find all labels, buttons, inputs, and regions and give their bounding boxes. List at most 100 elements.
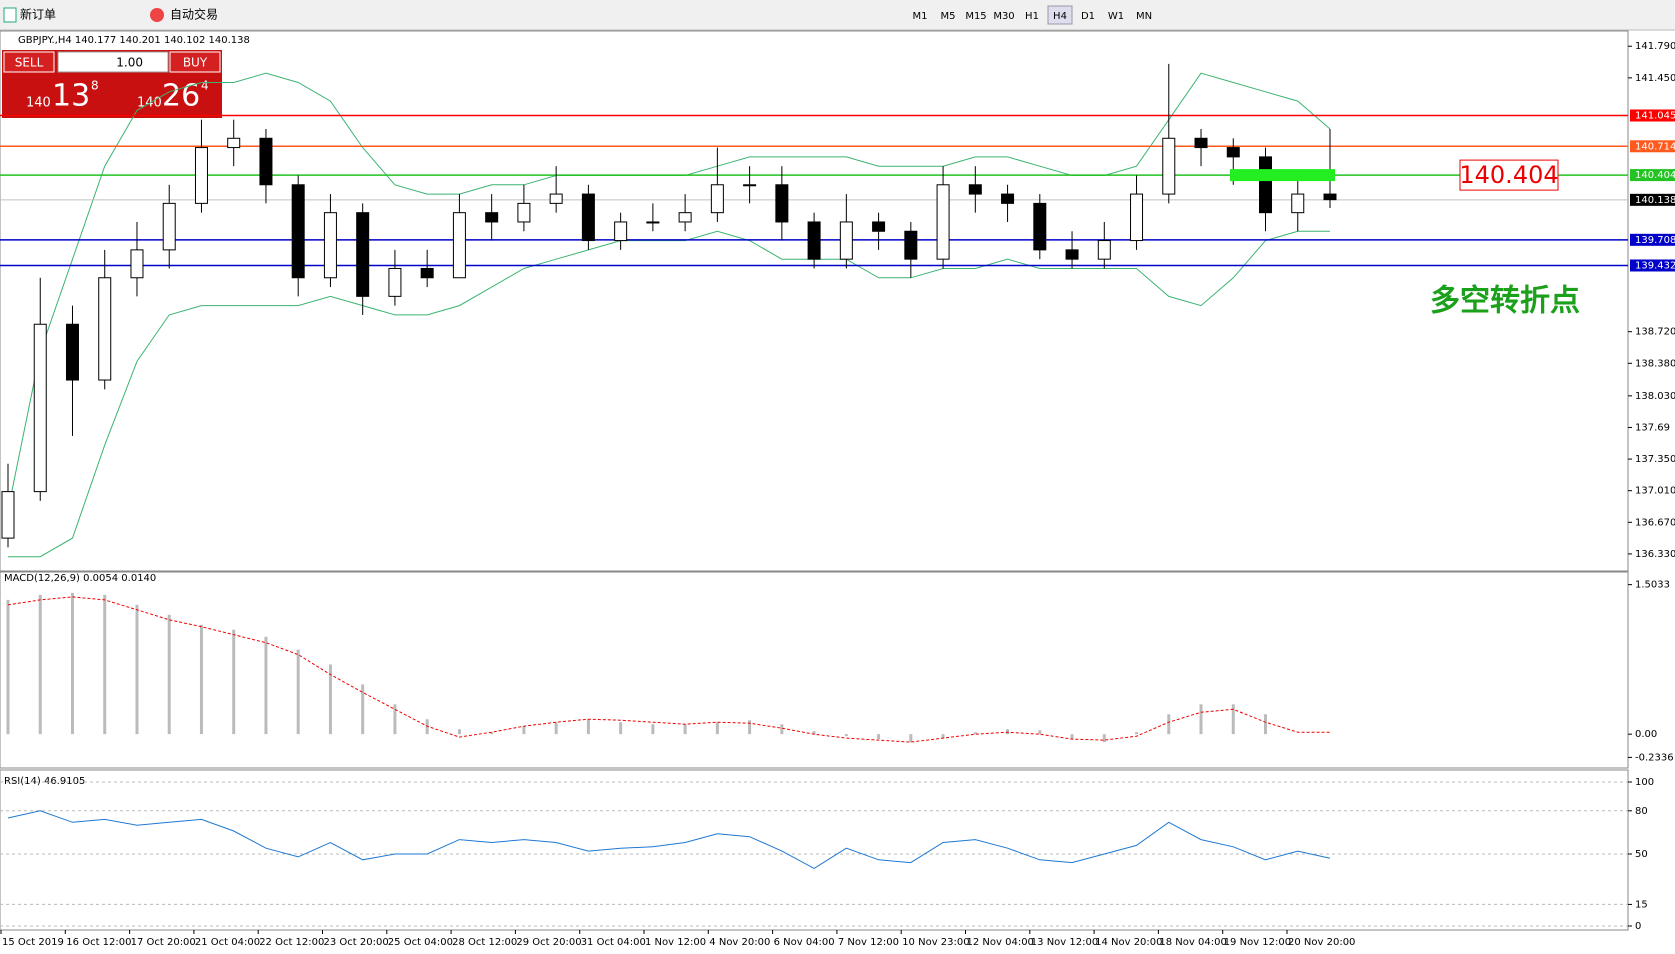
candle-body — [291, 184, 305, 279]
toolbar — [0, 0, 1675, 30]
level-tag — [1630, 169, 1675, 182]
x-tick-label: 28 Oct 12:00 — [452, 937, 517, 948]
x-tick-label: 10 Nov 23:00 — [902, 937, 969, 948]
sell-big[interactable]: 140 — [26, 96, 51, 111]
y-tick-label: 15 — [1635, 899, 1648, 910]
candle-body — [1097, 240, 1111, 260]
candle-body — [33, 323, 47, 493]
sell-label[interactable]: SELL — [15, 56, 44, 70]
candle-body — [581, 193, 595, 242]
x-tick-label: 4 Nov 20:00 — [709, 937, 770, 948]
buy-label[interactable]: BUY — [183, 56, 208, 70]
price-box — [1459, 159, 1559, 191]
candle-body — [485, 212, 499, 223]
price-box-label: 140.404 — [1459, 161, 1558, 189]
sell-button[interactable] — [3, 51, 55, 73]
y-tick-label: 138.380 — [1635, 358, 1675, 369]
buy-pips[interactable]: 26 — [162, 79, 200, 114]
auto-trade[interactable]: 自动交易 — [170, 7, 218, 22]
level-tag — [1630, 140, 1675, 153]
bollinger-band — [8, 230, 1330, 558]
sell-pips[interactable]: 13 — [52, 79, 90, 114]
tf-active — [1047, 5, 1073, 25]
candle-body — [839, 221, 853, 260]
level-label: 139.432 — [1635, 260, 1675, 271]
x-tick-label: 15 Oct 2019 — [2, 937, 64, 948]
y-tick-label: 80 — [1635, 806, 1648, 817]
candle-body — [807, 221, 821, 260]
x-tick-label: 21 Oct 04:00 — [195, 937, 260, 948]
x-tick-label: 13 Nov 12:00 — [1031, 937, 1098, 948]
auto-trade-icon[interactable] — [150, 8, 164, 22]
timeframe[interactable]: M1 — [913, 11, 928, 22]
timeframe[interactable]: M5 — [941, 11, 956, 22]
candle-body — [259, 137, 273, 186]
candle-body — [452, 212, 466, 279]
timeframe[interactable]: W1 — [1108, 11, 1124, 22]
level-tag — [1630, 233, 1675, 246]
y-tick-label: 138.720 — [1635, 327, 1675, 338]
candle-body — [1, 491, 15, 539]
candle-body — [1259, 156, 1273, 214]
candle-body — [968, 184, 982, 195]
macd-header: MACD(12,26,9) 0.0054 0.0140 — [4, 573, 156, 584]
current-label: 140.138 — [1635, 195, 1675, 206]
level-tag — [1630, 259, 1675, 272]
y-tick-label: 141.450 — [1635, 73, 1675, 84]
x-tick-label: 20 Nov 20:00 — [1288, 937, 1355, 948]
new-order-icon[interactable] — [3, 7, 17, 23]
candle-body — [1291, 193, 1305, 214]
level-label: 139.708 — [1635, 235, 1675, 246]
y-tick-label: 141.790 — [1635, 41, 1675, 52]
buy-point[interactable]: 4 — [201, 79, 209, 93]
price-pane — [0, 30, 1629, 572]
y-tick-label: 0.00 — [1635, 729, 1657, 740]
candle-body — [388, 267, 402, 297]
annotation: 多空转折点 — [1430, 284, 1580, 319]
candle-body — [614, 221, 628, 242]
x-tick-label: 12 Nov 04:00 — [967, 937, 1034, 948]
macd-signal — [7, 596, 1330, 743]
timeframe[interactable]: H4 — [1053, 11, 1067, 22]
trade-panel: SELL 1.00 BUY 140 13 8 140 26 4 — [2, 50, 222, 118]
x-tick-label: 31 Oct 04:00 — [581, 937, 646, 948]
candle-body — [517, 202, 531, 223]
candle-body — [1033, 202, 1047, 251]
candle-body — [743, 184, 757, 187]
candle-body — [323, 212, 337, 279]
x-tick-label: 16 Oct 12:00 — [66, 937, 131, 948]
timeframe[interactable]: D1 — [1081, 11, 1095, 22]
new-order[interactable]: 新订单 — [20, 7, 56, 22]
candle-body — [1130, 193, 1144, 242]
timeframe[interactable]: M30 — [993, 11, 1014, 22]
x-tick-label: 6 Nov 04:00 — [774, 937, 835, 948]
rsi-line — [7, 810, 1331, 869]
y-tick-label: 136.670 — [1635, 517, 1675, 528]
level-label: 141.045 — [1635, 111, 1675, 122]
candle-body — [710, 184, 724, 214]
y-tick-label: 137.350 — [1635, 454, 1675, 465]
y-tick-label: 136.330 — [1635, 549, 1675, 560]
timeframe[interactable]: M15 — [965, 11, 986, 22]
buy-button[interactable] — [169, 51, 221, 73]
y-tick-label: 50 — [1635, 849, 1648, 860]
lot-input[interactable] — [57, 51, 169, 73]
candle-body — [420, 267, 434, 279]
lot[interactable]: 1.00 — [116, 56, 143, 70]
timeframe[interactable]: MN — [1136, 11, 1152, 22]
candle-body — [65, 323, 79, 381]
x-tick-label: 25 Oct 04:00 — [388, 937, 453, 948]
sell-point[interactable]: 8 — [91, 79, 99, 93]
y-tick-label: 0 — [1635, 921, 1641, 932]
x-tick-label: 1 Nov 12:00 — [645, 937, 706, 948]
macd-pane — [0, 571, 1629, 769]
x-tick-label: 7 Nov 12:00 — [838, 937, 899, 948]
y-tick-label: 100 — [1635, 777, 1654, 788]
highlight-bar — [1230, 169, 1335, 182]
candle-body — [1162, 137, 1176, 195]
timeframe[interactable]: H1 — [1025, 11, 1039, 22]
candle-body — [1323, 193, 1337, 201]
candle-body — [194, 147, 208, 204]
y-tick-label: 137.010 — [1635, 486, 1675, 497]
